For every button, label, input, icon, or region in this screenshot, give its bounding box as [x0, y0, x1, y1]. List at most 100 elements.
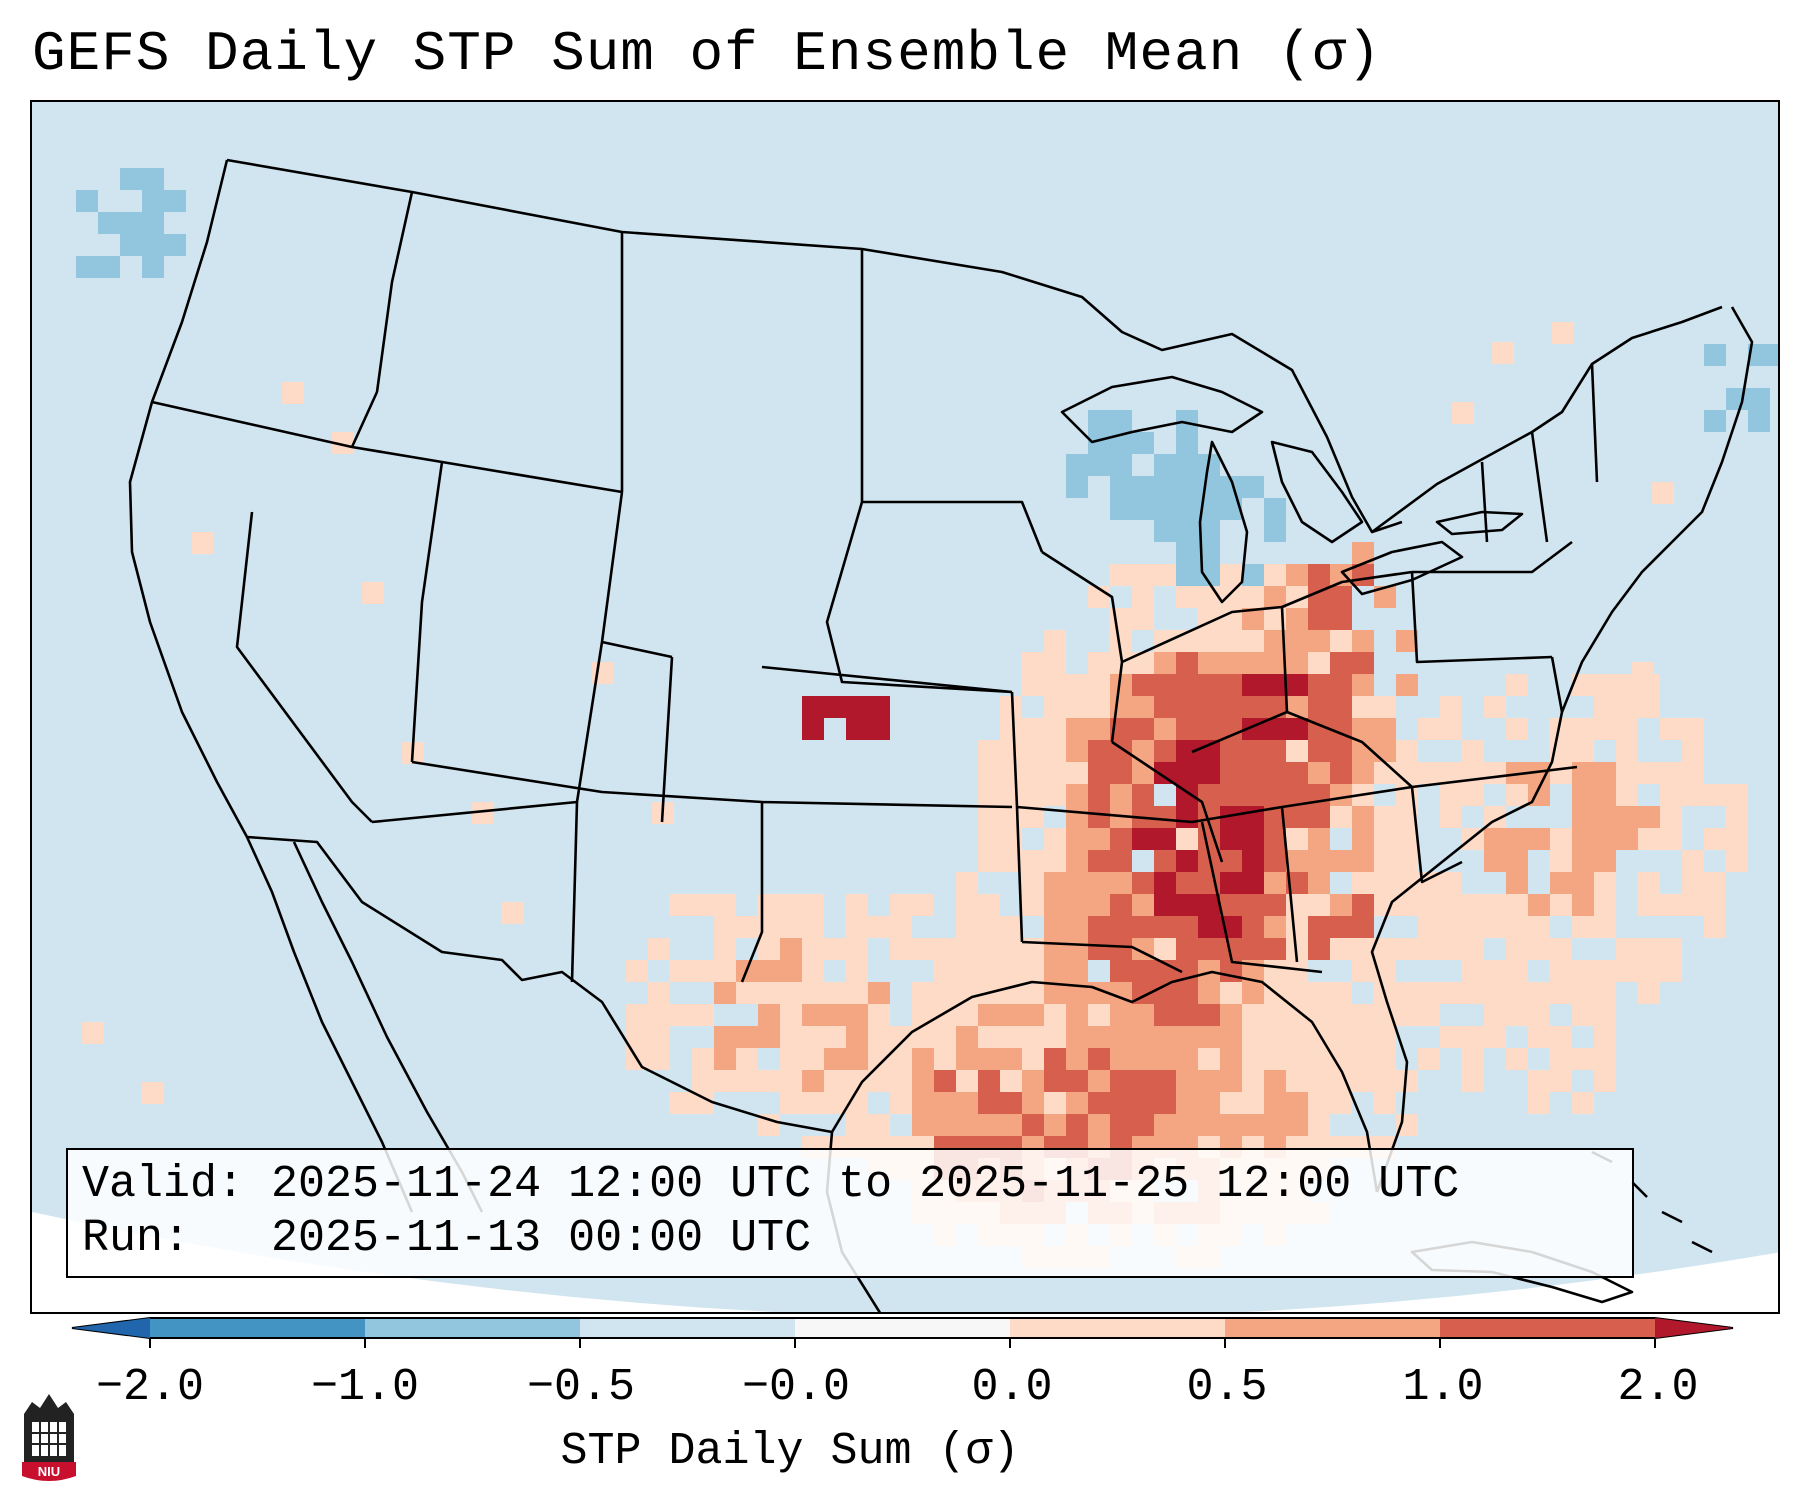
- anomaly-cell: [934, 1114, 956, 1136]
- anomaly-cell: [1198, 850, 1220, 872]
- anomaly-cell: [1110, 894, 1132, 916]
- colorbar-tick-label: 0.5: [1186, 1362, 1268, 1413]
- anomaly-cell: [1352, 630, 1374, 652]
- anomaly-cell: [758, 1004, 780, 1026]
- anomaly-cell: [1308, 608, 1330, 630]
- map-panel[interactable]: [30, 100, 1780, 1314]
- anomaly-cell: [1462, 1026, 1484, 1048]
- anomaly-cell: [846, 718, 868, 740]
- anomaly-cell: [76, 256, 98, 278]
- anomaly-cell: [1022, 806, 1044, 828]
- anomaly-cell: [1044, 652, 1066, 674]
- anomaly-cell: [1198, 806, 1220, 828]
- anomaly-cell: [1616, 960, 1638, 982]
- anomaly-cell: [1616, 696, 1638, 718]
- anomaly-cell: [1308, 916, 1330, 938]
- colorbar-bin: [150, 1318, 366, 1338]
- anomaly-cell: [1286, 872, 1308, 894]
- anomaly-cell: [1220, 828, 1242, 850]
- anomaly-cell: [1484, 850, 1506, 872]
- anomaly-cell: [472, 802, 494, 824]
- stp-anomaly-field: [76, 168, 1778, 1268]
- anomaly-cell: [1374, 586, 1396, 608]
- anomaly-cell: [1022, 982, 1044, 1004]
- anomaly-cell: [802, 1026, 824, 1048]
- anomaly-cell: [98, 256, 120, 278]
- colorbar-bin: [1440, 1318, 1656, 1338]
- us-mexico-border: [246, 835, 833, 1134]
- map-background: [32, 102, 1778, 1312]
- anomaly-cell: [1242, 982, 1264, 1004]
- anomaly-cell: [1176, 586, 1198, 608]
- anomaly-cell: [1132, 1092, 1154, 1114]
- niu-logo-icon: NIU: [22, 1394, 76, 1481]
- anomaly-cell: [1154, 850, 1176, 872]
- anomaly-cell: [890, 894, 912, 916]
- anomaly-cell: [1022, 1092, 1044, 1114]
- anomaly-cell: [1286, 894, 1308, 916]
- anomaly-cell: [1330, 1092, 1352, 1114]
- anomaly-cell: [1308, 938, 1330, 960]
- anomaly-cell: [1264, 740, 1286, 762]
- colorbar-title: STP Daily Sum (σ): [560, 1426, 1020, 1477]
- anomaly-cell: [692, 960, 714, 982]
- anomaly-cell: [1242, 1048, 1264, 1070]
- anomaly-cell: [1000, 762, 1022, 784]
- anomaly-cell: [692, 1048, 714, 1070]
- anomaly-cell: [1660, 762, 1682, 784]
- anomaly-cell: [1440, 916, 1462, 938]
- anomaly-cell: [1652, 482, 1674, 504]
- atlantic-coastline: [1370, 306, 1754, 1193]
- anomaly-cell: [1176, 1092, 1198, 1114]
- anomaly-cell: [1198, 1004, 1220, 1026]
- anomaly-cell: [1110, 1092, 1132, 1114]
- anomaly-cell: [780, 1026, 802, 1048]
- anomaly-cell: [1616, 762, 1638, 784]
- anomaly-cell: [780, 938, 802, 960]
- anomaly-cell: [1044, 784, 1066, 806]
- anomaly-cell: [1452, 402, 1474, 424]
- anomaly-cell: [1132, 916, 1154, 938]
- anomaly-cell: [1374, 894, 1396, 916]
- anomaly-cell: [1616, 718, 1638, 740]
- anomaly-cell: [1066, 850, 1088, 872]
- anomaly-cell: [1242, 740, 1264, 762]
- anomaly-cell: [1748, 388, 1770, 410]
- anomaly-cell: [1198, 982, 1220, 1004]
- valid-time-range: 2025-11-24 12:00 UTC to 2025-11-25 12:00…: [271, 1159, 1460, 1210]
- anomaly-cell: [1242, 696, 1264, 718]
- map-svg: [32, 102, 1778, 1312]
- anomaly-cell: [1176, 1048, 1198, 1070]
- anomaly-cell: [626, 960, 648, 982]
- anomaly-cell: [1374, 1070, 1396, 1092]
- anomaly-cell: [824, 1004, 846, 1026]
- anomaly-cell: [1220, 608, 1242, 630]
- anomaly-cell: [1330, 674, 1352, 696]
- anomaly-cell: [978, 784, 1000, 806]
- anomaly-cell: [1154, 916, 1176, 938]
- anomaly-cell: [1594, 850, 1616, 872]
- anomaly-cell: [648, 1048, 670, 1070]
- anomaly-cell: [1154, 454, 1176, 476]
- anomaly-cell: [1594, 1070, 1616, 1092]
- anomaly-cell: [1308, 740, 1330, 762]
- anomaly-cell: [1044, 960, 1066, 982]
- anomaly-cell: [956, 1026, 978, 1048]
- anomaly-cell: [1088, 828, 1110, 850]
- anomaly-cell: [1264, 564, 1286, 586]
- anomaly-cell: [1132, 652, 1154, 674]
- anomaly-cell: [1616, 938, 1638, 960]
- anomaly-cell: [1220, 762, 1242, 784]
- anomaly-cell: [1242, 1114, 1264, 1136]
- anomaly-cell: [1396, 850, 1418, 872]
- anomaly-cell: [1330, 1070, 1352, 1092]
- anomaly-cell: [1462, 938, 1484, 960]
- anomaly-cell: [1022, 1004, 1044, 1026]
- anomaly-cell: [1132, 476, 1154, 498]
- anomaly-cell: [912, 894, 934, 916]
- anomaly-cell: [1616, 828, 1638, 850]
- gulf-coastline: [830, 970, 1379, 1193]
- anomaly-cell: [956, 1004, 978, 1026]
- anomaly-cell: [1660, 828, 1682, 850]
- anomaly-cell: [1550, 828, 1572, 850]
